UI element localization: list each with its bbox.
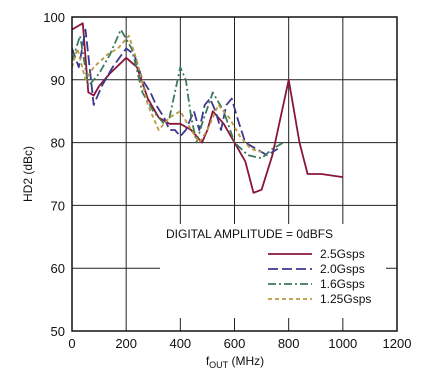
x-tick-label-5: 1000 xyxy=(328,336,357,351)
x-tick-label-3: 600 xyxy=(224,336,246,351)
y-tick-label-4: 90 xyxy=(51,73,65,88)
x-axis-label-subscript: OUT xyxy=(209,360,229,370)
x-tick-label-2: 400 xyxy=(169,336,191,351)
series-line-2.0Gsps xyxy=(71,28,279,157)
y-tick-label-0: 50 xyxy=(51,324,65,339)
x-axis-label-unit: (MHz) xyxy=(228,354,264,368)
y-tick-label-1: 60 xyxy=(51,261,65,276)
y-tick-label-3: 80 xyxy=(51,136,65,151)
x-axis-label: fOUT (MHz) xyxy=(206,354,264,370)
y-tick-labels: 50 60 70 80 90 100 xyxy=(43,10,65,339)
series-line-1.25Gsps xyxy=(71,34,262,153)
x-tick-label-4: 800 xyxy=(278,336,300,351)
y-tick-label-2: 70 xyxy=(51,198,65,213)
legend-label-1.6Gsps: 1.6Gsps xyxy=(320,277,365,291)
x-tick-label-6: 1200 xyxy=(383,336,412,351)
legend: DIGITAL AMPLITUDE = 0dBFS 2.5Gsps2.0Gsps… xyxy=(160,224,386,318)
series-line-2.5Gsps xyxy=(71,22,343,194)
legend-background xyxy=(160,224,386,318)
y-axis-label: HD2 (dBc) xyxy=(21,146,35,202)
series-layer xyxy=(71,22,343,194)
x-axis-label-main: f xyxy=(206,354,210,368)
series-line-1.6Gsps xyxy=(71,28,284,160)
x-tick-label-0: 0 xyxy=(68,336,75,351)
legend-label-2.5Gsps: 2.5Gsps xyxy=(320,247,365,261)
x-tick-label-1: 200 xyxy=(115,336,137,351)
y-tick-label-5: 100 xyxy=(43,10,65,25)
legend-label-1.25Gsps: 1.25Gsps xyxy=(320,292,371,306)
legend-title: DIGITAL AMPLITUDE = 0dBFS xyxy=(166,227,333,241)
x-tick-labels: 0 200 400 600 800 1000 1200 xyxy=(68,336,411,351)
plot-frame xyxy=(71,16,398,332)
legend-label-2.0Gsps: 2.0Gsps xyxy=(320,262,365,276)
